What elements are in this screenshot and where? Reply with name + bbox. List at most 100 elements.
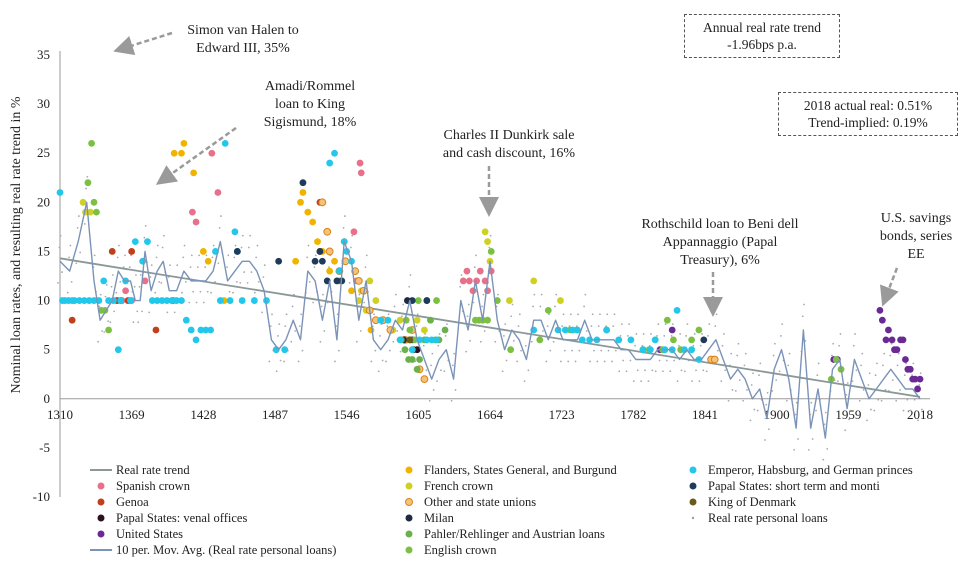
real-rate-dot [482,293,485,296]
french-crown-point [372,297,380,304]
real-rate-dot [722,333,725,335]
emperor-habsburg-and-german-princes-point [639,346,647,354]
other-and-state-unions-point [318,198,327,207]
emperor-habsburg-and-german-princes-point [114,346,122,354]
real-rate-dot [607,349,610,352]
real-rate-dot [714,325,717,327]
pahler-rehlinger-and-austrian-loans-point [408,356,416,363]
real-rate-dot [118,244,120,247]
real-rate-dot [349,246,352,249]
english-crown-point [105,326,112,334]
english-crown-point [414,297,422,304]
real-rate-dot [202,301,205,304]
trend-box-line-1: Annual real rate trend [702,20,822,35]
real-rate-dot [567,360,570,363]
other-and-state-unions-point [420,375,429,384]
real-rate-dot [130,254,133,257]
papal-states-venal-offices-point [413,346,421,354]
english-crown-point [84,179,92,187]
y-axis-title: Nominal loan rates, and resulting real r… [6,80,28,410]
real-rate-dot [342,226,345,229]
real-rate-dot [275,370,278,373]
spanish-crown-point [484,287,491,295]
real-rate-dot [86,175,89,178]
legend-symbol [689,498,697,506]
legend-label: King of Denmark [708,495,797,509]
real-rate-dot [428,399,431,402]
real-rate-dot [409,274,412,276]
real-rate-dot [195,301,198,304]
real-rate-dot [415,325,418,327]
legend-symbol [97,482,105,490]
real-rate-dot [683,370,686,373]
real-rate-dot [701,333,703,335]
y-tick-label: 30 [37,96,50,111]
real-rate-dot [753,408,756,411]
real-rate-dot [589,360,591,363]
real-rate-dot [387,313,390,316]
real-rate-dot [597,325,600,327]
real-rate-dot [150,264,153,267]
real-rate-dot [416,313,419,316]
legend-symbol [405,482,413,490]
english-crown-point [406,326,414,334]
real-rate-dot [632,380,635,382]
real-rate-dot [285,313,288,316]
real-rate-dot [618,370,621,373]
real-rate-dot [154,291,157,294]
french-crown-point [79,198,87,206]
real-rate-dot [890,342,893,345]
other-and-state-unions-point [354,277,363,285]
x-tick-label: 1487 [262,407,289,422]
real-rate-dot [510,315,513,318]
real-rate-dot [677,344,680,347]
real-rate-dot [68,256,70,259]
real-rate-dot [854,333,856,335]
king-of-denmark-point [406,336,414,344]
real-rate-dot [139,274,142,276]
flanders-states-general-and-burgund-point [314,238,321,246]
real-rate-dot [385,360,387,363]
real-rate-dot [874,374,877,377]
real-rate-dot [386,325,389,327]
real-rate-dot [912,362,915,365]
real-rate-dot [119,280,122,283]
real-rate-dot [250,271,253,273]
annotation-sigismund-line-2: loan to King [275,97,345,112]
real-rate-dot [196,266,199,269]
united-states-point [878,316,886,324]
real-rate-dot [656,335,658,337]
real-rate-dot [715,313,718,316]
real-rate-dot [578,349,581,352]
real-rate-dot [636,369,639,372]
united-states-point [668,326,676,334]
emperor-habsburg-and-german-princes-point [688,346,696,354]
emperor-habsburg-and-german-princes-point [139,257,146,265]
real-rate-dot [76,226,79,229]
real-rate-dot [226,266,228,269]
legend-symbol [97,514,105,522]
spanish-crown-point [350,228,358,236]
emperor-habsburg-and-german-princes-point [131,238,139,246]
real-rate-dot [918,384,921,386]
legend-label: Other and state unions [424,495,537,509]
real-rate-dot [518,313,521,316]
y-tick-label: 25 [37,145,50,160]
real-rate-dot [622,359,625,362]
y-tick-label: 0 [44,391,51,406]
real-rate-dot [212,244,215,247]
emperor-habsburg-and-german-princes-point [561,326,569,334]
real-rate-dot [143,236,146,239]
real-rate-dot [432,389,435,391]
real-rate-dot [909,409,912,412]
real-rate-dot [467,303,470,306]
y-tick-label: -5 [39,440,50,455]
legend-symbol [691,516,695,520]
real-rate-dot [532,305,534,308]
real-rate-dot [399,350,402,353]
real-rate-dot [913,398,916,401]
moving-average-line [59,201,921,439]
real-rate-dot [708,323,711,326]
real-rate-dot [77,215,80,217]
real-rate-dot [664,323,667,326]
